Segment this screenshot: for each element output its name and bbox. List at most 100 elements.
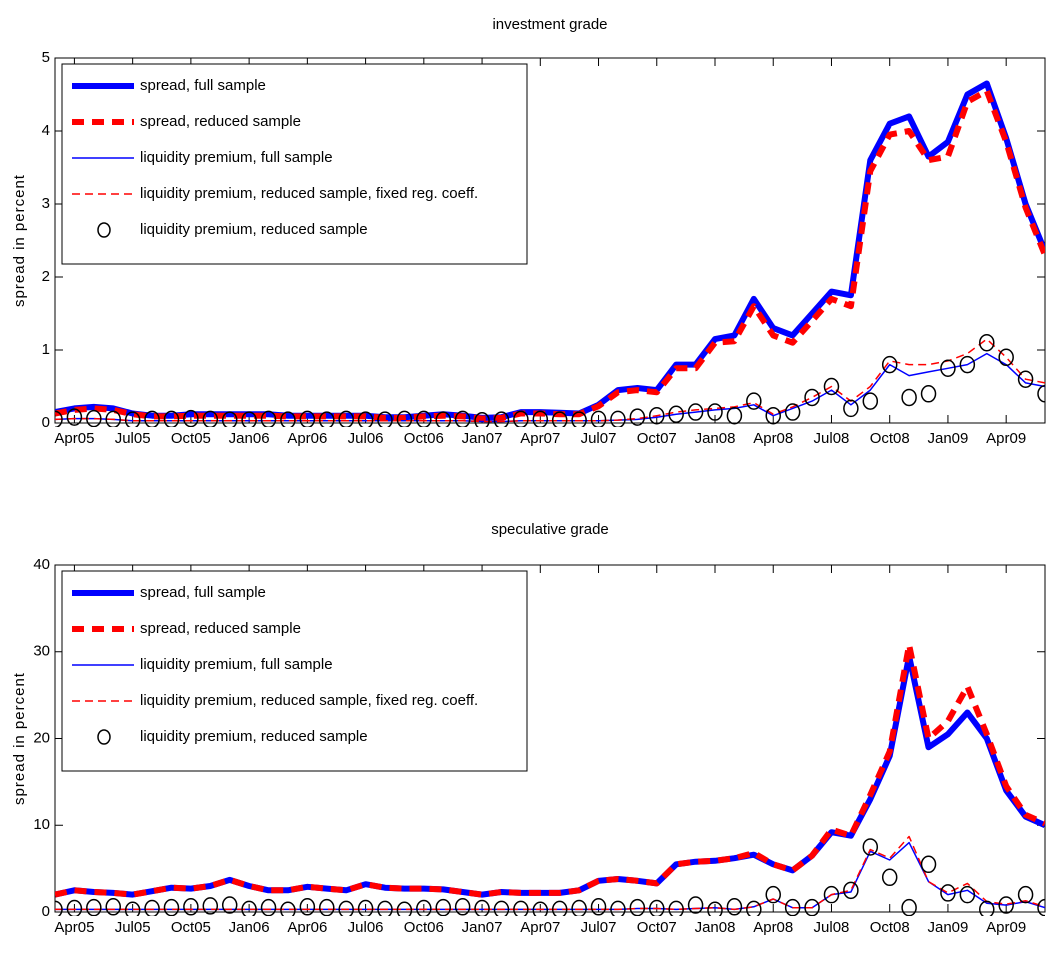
data-marker — [454, 898, 471, 916]
data-marker — [1037, 898, 1045, 916]
x-tick-label: Apr07 — [520, 919, 560, 936]
data-marker — [881, 868, 898, 887]
data-marker — [202, 897, 219, 915]
data-marker — [804, 898, 820, 916]
x-tick-label: Apr05 — [54, 430, 94, 447]
data-marker — [649, 406, 665, 425]
data-marker — [881, 355, 898, 374]
data-marker — [687, 403, 704, 421]
data-marker — [474, 412, 490, 427]
data-marker — [163, 898, 180, 916]
legend-label: spread, full sample — [140, 77, 266, 94]
data-marker — [765, 885, 781, 904]
data-marker — [784, 898, 801, 916]
data-marker — [959, 355, 976, 374]
data-marker — [862, 392, 879, 410]
data-marker — [843, 881, 859, 900]
data-marker — [221, 896, 238, 914]
data-marker — [183, 898, 199, 916]
x-tick-label: Jul06 — [348, 430, 384, 447]
data-marker — [862, 838, 879, 856]
data-marker — [1037, 385, 1045, 403]
x-tick-label: Oct06 — [404, 919, 444, 936]
y-tick-label: 4 — [42, 122, 50, 139]
data-marker — [280, 411, 296, 427]
data-marker — [66, 899, 83, 916]
data-marker — [571, 899, 587, 916]
data-marker — [357, 411, 374, 427]
x-tick-label: Jan06 — [229, 430, 270, 447]
x-tick-label: Oct07 — [637, 430, 677, 447]
data-marker — [765, 406, 781, 425]
data-marker — [493, 411, 510, 427]
legend-marker — [97, 222, 111, 238]
data-marker — [124, 901, 141, 916]
legend-label: liquidity premium, reduced sample — [140, 728, 368, 745]
data-marker — [319, 898, 335, 916]
data-marker — [707, 403, 723, 421]
x-tick-label: Oct05 — [171, 919, 211, 936]
y-axis-label: spread in percent — [11, 174, 28, 307]
y-tick-label: 0 — [42, 903, 50, 920]
data-marker — [241, 411, 257, 427]
data-marker — [998, 896, 1014, 914]
y-tick-label: 2 — [42, 268, 50, 285]
data-marker — [435, 411, 451, 427]
data-marker — [687, 896, 704, 914]
x-tick-label: Apr09 — [986, 919, 1026, 936]
data-marker — [823, 885, 840, 904]
series-line — [55, 338, 1045, 423]
data-marker — [144, 899, 160, 916]
data-marker — [920, 855, 937, 874]
y-tick-label: 10 — [33, 816, 50, 833]
data-marker — [202, 410, 219, 427]
legend-label: liquidity premium, full sample — [140, 149, 333, 166]
x-tick-label: Jan09 — [928, 919, 969, 936]
x-tick-label: Jul07 — [581, 430, 617, 447]
data-marker — [338, 410, 354, 427]
data-marker — [86, 898, 102, 916]
series-line — [55, 87, 1045, 422]
x-tick-label: Jul08 — [814, 430, 850, 447]
x-tick-label: Oct08 — [870, 430, 910, 447]
legend-label: spread, full sample — [140, 584, 266, 601]
y-tick-label: 5 — [42, 49, 50, 66]
data-marker — [66, 408, 83, 426]
data-marker — [416, 899, 432, 916]
plot-area — [55, 80, 1045, 427]
legend-box — [61, 63, 528, 265]
data-marker — [280, 901, 296, 916]
data-marker — [416, 410, 432, 427]
data-marker — [551, 900, 568, 916]
data-marker — [726, 898, 743, 916]
x-tick-label: Jan06 — [229, 919, 270, 936]
data-marker — [901, 898, 917, 916]
x-tick-label: Apr08 — [753, 430, 793, 447]
data-marker — [532, 901, 549, 916]
data-marker — [746, 900, 762, 916]
data-marker — [610, 900, 626, 916]
data-marker — [979, 900, 995, 916]
series-line — [55, 641, 1045, 898]
x-tick-label: Jan07 — [462, 919, 503, 936]
x-tick-label: Oct05 — [171, 430, 211, 447]
data-marker — [629, 898, 646, 916]
x-tick-label: Oct08 — [870, 919, 910, 936]
data-marker — [221, 411, 238, 427]
x-tick-label: Apr07 — [520, 430, 560, 447]
x-tick-label: Jul08 — [814, 919, 850, 936]
x-tick-label: Oct07 — [637, 919, 677, 936]
x-tick-label: Apr09 — [986, 430, 1026, 447]
y-tick-label: 20 — [33, 729, 50, 746]
x-tick-label: Oct06 — [404, 430, 444, 447]
legend-label: liquidity premium, reduced sample, fixed… — [140, 185, 478, 202]
data-marker — [241, 900, 257, 916]
data-marker — [668, 405, 684, 423]
data-marker — [940, 884, 956, 902]
data-marker — [396, 901, 413, 916]
x-tick-label: Jul06 — [348, 919, 384, 936]
data-marker — [610, 410, 626, 427]
x-tick-label: Jul07 — [581, 919, 617, 936]
y-tick-label: 1 — [42, 341, 50, 358]
